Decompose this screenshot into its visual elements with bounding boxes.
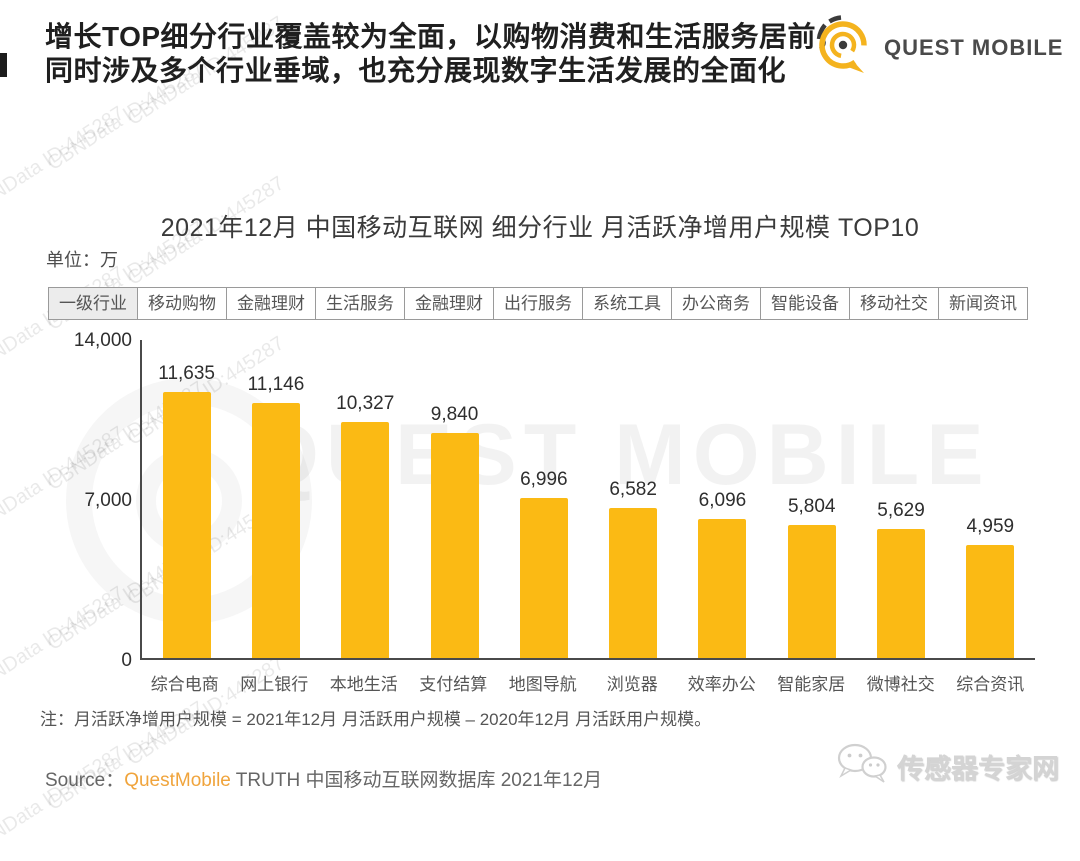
industry-header-cell: 移动购物 bbox=[137, 287, 227, 320]
x-category-label: 本地生活 bbox=[329, 675, 398, 694]
industry-header-cell: 金融理财 bbox=[404, 287, 494, 320]
source-suffix: TRUTH 中国移动互联网数据库 2021年12月 bbox=[230, 770, 603, 791]
bar bbox=[251, 403, 300, 658]
bar-column: 4,959 bbox=[946, 340, 1035, 658]
bar-value-label: 5,804 bbox=[787, 496, 836, 517]
y-tick-label: 7,000 bbox=[84, 490, 132, 511]
industry-header-cell: 系统工具 bbox=[582, 287, 672, 320]
bar-value-label: 6,996 bbox=[520, 469, 568, 490]
footer-brand: 传感器专家网 bbox=[833, 740, 1059, 793]
bar bbox=[519, 498, 568, 658]
bar-column: 6,582 bbox=[588, 340, 677, 658]
y-tick-label: 0 bbox=[121, 650, 132, 671]
source-prefix: Source： bbox=[45, 770, 125, 791]
industry-header-cell: 新闻资讯 bbox=[938, 287, 1028, 320]
bar-column: 5,804 bbox=[767, 340, 856, 658]
wechat-bubbles-icon bbox=[833, 740, 891, 793]
bar-column: 5,629 bbox=[856, 340, 945, 658]
x-category-label: 浏览器 bbox=[606, 675, 658, 694]
industry-header-cell: 办公商务 bbox=[671, 287, 761, 320]
bar-value-label: 11,146 bbox=[247, 374, 305, 395]
bar bbox=[698, 519, 747, 658]
bar-value-label: 6,096 bbox=[698, 490, 747, 511]
bar-column: 11,635 bbox=[142, 340, 231, 658]
bar bbox=[430, 433, 479, 658]
page-title-line1: 增长TOP细分行业覆盖较为全面，以购物消费和生活服务居前， bbox=[45, 21, 845, 52]
bar bbox=[341, 422, 390, 658]
x-category-label: 效率办公 bbox=[687, 675, 756, 694]
source-brand: QuestMobile bbox=[124, 770, 231, 791]
x-category-label: 综合电商 bbox=[150, 675, 219, 694]
x-category-label: 微博社交 bbox=[866, 675, 935, 694]
bar-column: 11,146 bbox=[231, 340, 320, 658]
bar bbox=[609, 508, 658, 658]
bar bbox=[877, 529, 926, 658]
x-category-label: 网上银行 bbox=[240, 675, 309, 694]
bar bbox=[162, 392, 211, 658]
bar-column: 6,996 bbox=[499, 340, 588, 658]
bar-value-label: 9,840 bbox=[430, 404, 479, 425]
x-category-label: 综合资讯 bbox=[956, 675, 1025, 694]
bar bbox=[787, 525, 836, 658]
bar-chart-plot: 11,635 11,146 10,327 9,840 6,996 6,582 6,096 5,… bbox=[140, 340, 1035, 660]
x-category-label: 地图导航 bbox=[508, 675, 577, 694]
industry-header-cell: 智能设备 bbox=[760, 287, 850, 320]
industry-header-row: 一级行业 移动购物 金融理财 生活服务 金融理财 出行服务 系统工具 办公商务 智能设备 移动社交… bbox=[48, 287, 1028, 320]
bar-column: 10,327 bbox=[321, 340, 410, 658]
bar-value-label: 10,327 bbox=[336, 393, 395, 414]
bar-column: 9,840 bbox=[410, 340, 499, 658]
source-line: Source：QuestMobile TRUTH 中国移动互联网数据库 2021… bbox=[45, 765, 602, 792]
questmobile-logo: QUEST MOBILE bbox=[812, 12, 1063, 83]
unit-label: 单位：万 bbox=[46, 250, 118, 270]
footnote: 注：月活跃净增用户规模 = 2021年12月 月活跃用户规模 – 2020年12… bbox=[40, 710, 712, 729]
page-title: 增长TOP细分行业覆盖较为全面，以购物消费和生活服务居前， 同时涉及多个行业垂域… bbox=[45, 20, 845, 88]
industry-header-label: 一级行业 bbox=[48, 287, 138, 320]
bar bbox=[966, 545, 1015, 658]
x-category-label: 支付结算 bbox=[419, 675, 488, 694]
left-edge-mark bbox=[0, 53, 7, 77]
industry-header-cell: 金融理财 bbox=[226, 287, 316, 320]
bar-value-label: 5,629 bbox=[877, 500, 925, 521]
bar-column: 6,096 bbox=[678, 340, 767, 658]
questmobile-logo-icon bbox=[812, 12, 876, 83]
industry-header-cell: 出行服务 bbox=[493, 287, 583, 320]
chart-title: 2021年12月 中国移动互联网 细分行业 月活跃净增用户规模 TOP10 bbox=[160, 214, 920, 242]
footer-brand-text: 传感器专家网 bbox=[897, 754, 1059, 784]
x-category-label: 智能家居 bbox=[777, 675, 846, 694]
bar-value-label: 6,582 bbox=[609, 479, 657, 500]
y-tick-label: 14,000 bbox=[73, 330, 132, 351]
industry-header-cell: 移动社交 bbox=[849, 287, 939, 320]
bar-value-label: 4,959 bbox=[966, 516, 1015, 537]
questmobile-logo-text: QUEST MOBILE bbox=[884, 34, 1064, 60]
x-axis-category-labels: 综合电商 网上银行 本地生活 支付结算 地图导航 浏览器 效率办公 智能家居 微博社交 综合资讯 bbox=[140, 670, 1035, 695]
page-title-line2: 同时涉及多个行业垂域，也充分展现数字生活发展的全面化 bbox=[45, 55, 787, 86]
bar-value-label: 11,635 bbox=[158, 363, 215, 384]
industry-header-cell: 生活服务 bbox=[315, 287, 405, 320]
